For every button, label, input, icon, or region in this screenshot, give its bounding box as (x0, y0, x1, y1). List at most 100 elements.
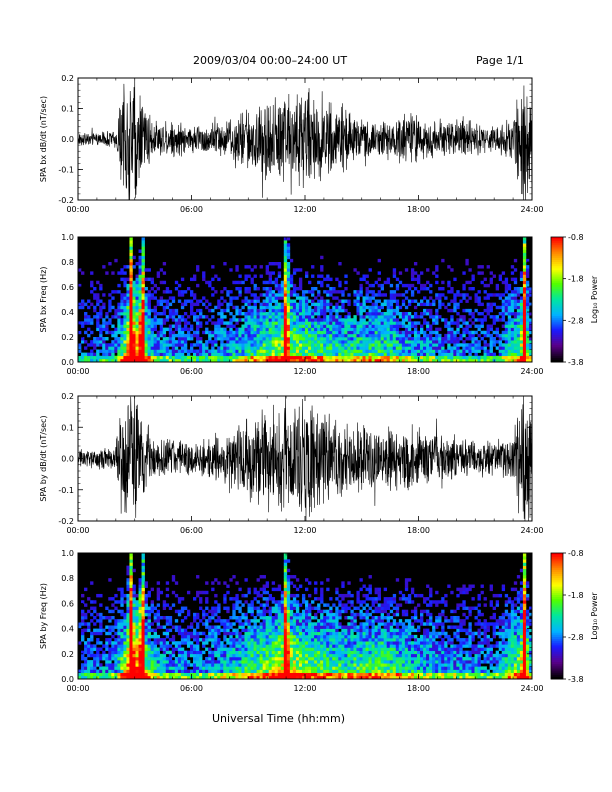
spectrogram-cell (292, 290, 297, 294)
spectrogram-cell (93, 663, 97, 667)
spectrogram-cell (332, 330, 336, 335)
spectrogram-cell (229, 358, 233, 363)
spectrogram-cell (338, 321, 342, 325)
spectrogram-cell (123, 663, 127, 667)
spectrogram-cell (108, 641, 112, 645)
spectrogram-cell (314, 333, 318, 338)
spectrogram-cell (432, 352, 436, 357)
spectrogram-cell (120, 271, 124, 275)
spectrogram-cell (226, 584, 230, 588)
spectrogram-cell (250, 656, 254, 661)
spectrogram-cell (262, 672, 266, 677)
spectrogram-cell (247, 641, 251, 645)
spectrogram-cell (432, 299, 436, 303)
spectrogram-cell (223, 644, 227, 648)
spectrogram-cell (513, 349, 518, 353)
spectrogram-cell (253, 265, 257, 269)
spectrogram-cell (268, 597, 273, 601)
spectrogram-cell (159, 349, 164, 353)
spectrogram-cell (268, 318, 273, 322)
spectrogram-cell (193, 656, 197, 661)
spectrogram-cell (289, 277, 294, 282)
spectrogram-cell (365, 315, 369, 319)
spectrogram-cell (132, 287, 136, 291)
spectrogram-cell (516, 318, 521, 322)
spectrogram-cell (356, 302, 360, 307)
spectrogram-cell (147, 675, 151, 680)
spectrogram-cell (274, 337, 279, 341)
spectrogram-cell (286, 327, 291, 332)
spectrogram-cell (289, 349, 294, 353)
spectrogram-cell (283, 255, 288, 260)
spectrogram-cell (217, 581, 221, 585)
spectrogram-cell (489, 333, 493, 338)
spectrogram-cell (117, 625, 121, 629)
spectrogram-cell (271, 616, 276, 620)
spectrogram-cell (153, 631, 157, 636)
spectrogram-cell (283, 290, 288, 294)
spectrogram-cell (262, 634, 266, 639)
spectrogram-cell (183, 653, 188, 658)
spectrogram-cell (353, 333, 357, 338)
spectrogram-cell (262, 287, 266, 291)
spectrogram-cell (329, 355, 333, 360)
spectrogram-cell (456, 327, 460, 332)
spectrogram-cell (326, 324, 330, 328)
spectrogram-cell (232, 355, 236, 360)
spectrogram-cell (96, 619, 100, 623)
spectrogram-cell (377, 340, 381, 344)
spectrogram-cell (289, 312, 294, 316)
spectrogram-cell (250, 666, 254, 670)
spectrogram-cell (259, 641, 263, 645)
spectrogram-cell (510, 277, 515, 282)
spectrogram-cell (377, 330, 381, 335)
spectrogram-cell (105, 271, 109, 275)
spectrogram-cell (129, 638, 133, 642)
spectrogram-cell (153, 638, 157, 642)
spectrogram-cell (217, 312, 221, 316)
spectrogram-cell (395, 337, 400, 341)
spectrogram-cell (513, 355, 518, 360)
spectrogram-cell (117, 355, 121, 360)
spectrogram-cell (510, 333, 515, 338)
spectrogram-cell (202, 302, 206, 307)
spectrogram-cell (150, 337, 154, 341)
spectrogram-cell (298, 312, 303, 316)
spectrogram-cell (174, 660, 179, 664)
spectrogram-cell (271, 324, 276, 328)
spectrogram-cell (283, 280, 288, 285)
spectrogram-cell (189, 346, 194, 350)
spectrogram-cell (156, 343, 161, 347)
spectrogram-cell (159, 590, 164, 595)
spectrogram-cell (217, 619, 221, 623)
spectrogram-cell (259, 315, 263, 319)
spectrogram-cell (459, 318, 463, 322)
spectrogram-cell (159, 660, 164, 664)
spectrogram-cell (129, 663, 133, 667)
spectrogram-cell (229, 631, 233, 636)
spectrogram-cell (495, 340, 500, 344)
spectrogram-cell (286, 274, 291, 278)
spectrogram-cell (196, 622, 200, 626)
spectrogram-cell (501, 324, 506, 328)
spectrogram-cell (444, 333, 448, 338)
spectrogram-cell (504, 308, 509, 313)
spectrogram-cell (265, 352, 269, 357)
spectrogram-cell (87, 327, 91, 332)
spectrogram-cell (84, 330, 88, 335)
spectrogram-cell (453, 302, 457, 307)
spectrogram-cell (99, 641, 103, 645)
spectrogram-cell (211, 340, 215, 344)
spectrogram-cell (277, 355, 282, 360)
spectrogram-cell (298, 299, 303, 303)
spectrogram-cell (329, 277, 333, 282)
spectrogram-cell (123, 293, 127, 297)
spectrogram-cell (344, 346, 348, 350)
spectrogram-cell (401, 283, 406, 288)
colorbar-step (551, 328, 563, 332)
spectrogram-cell (320, 358, 324, 363)
spectrogram-cell (268, 293, 273, 297)
spectrogram-cell (162, 330, 167, 335)
spectrogram-cell (123, 318, 127, 322)
spectrogram-cell (308, 358, 312, 363)
